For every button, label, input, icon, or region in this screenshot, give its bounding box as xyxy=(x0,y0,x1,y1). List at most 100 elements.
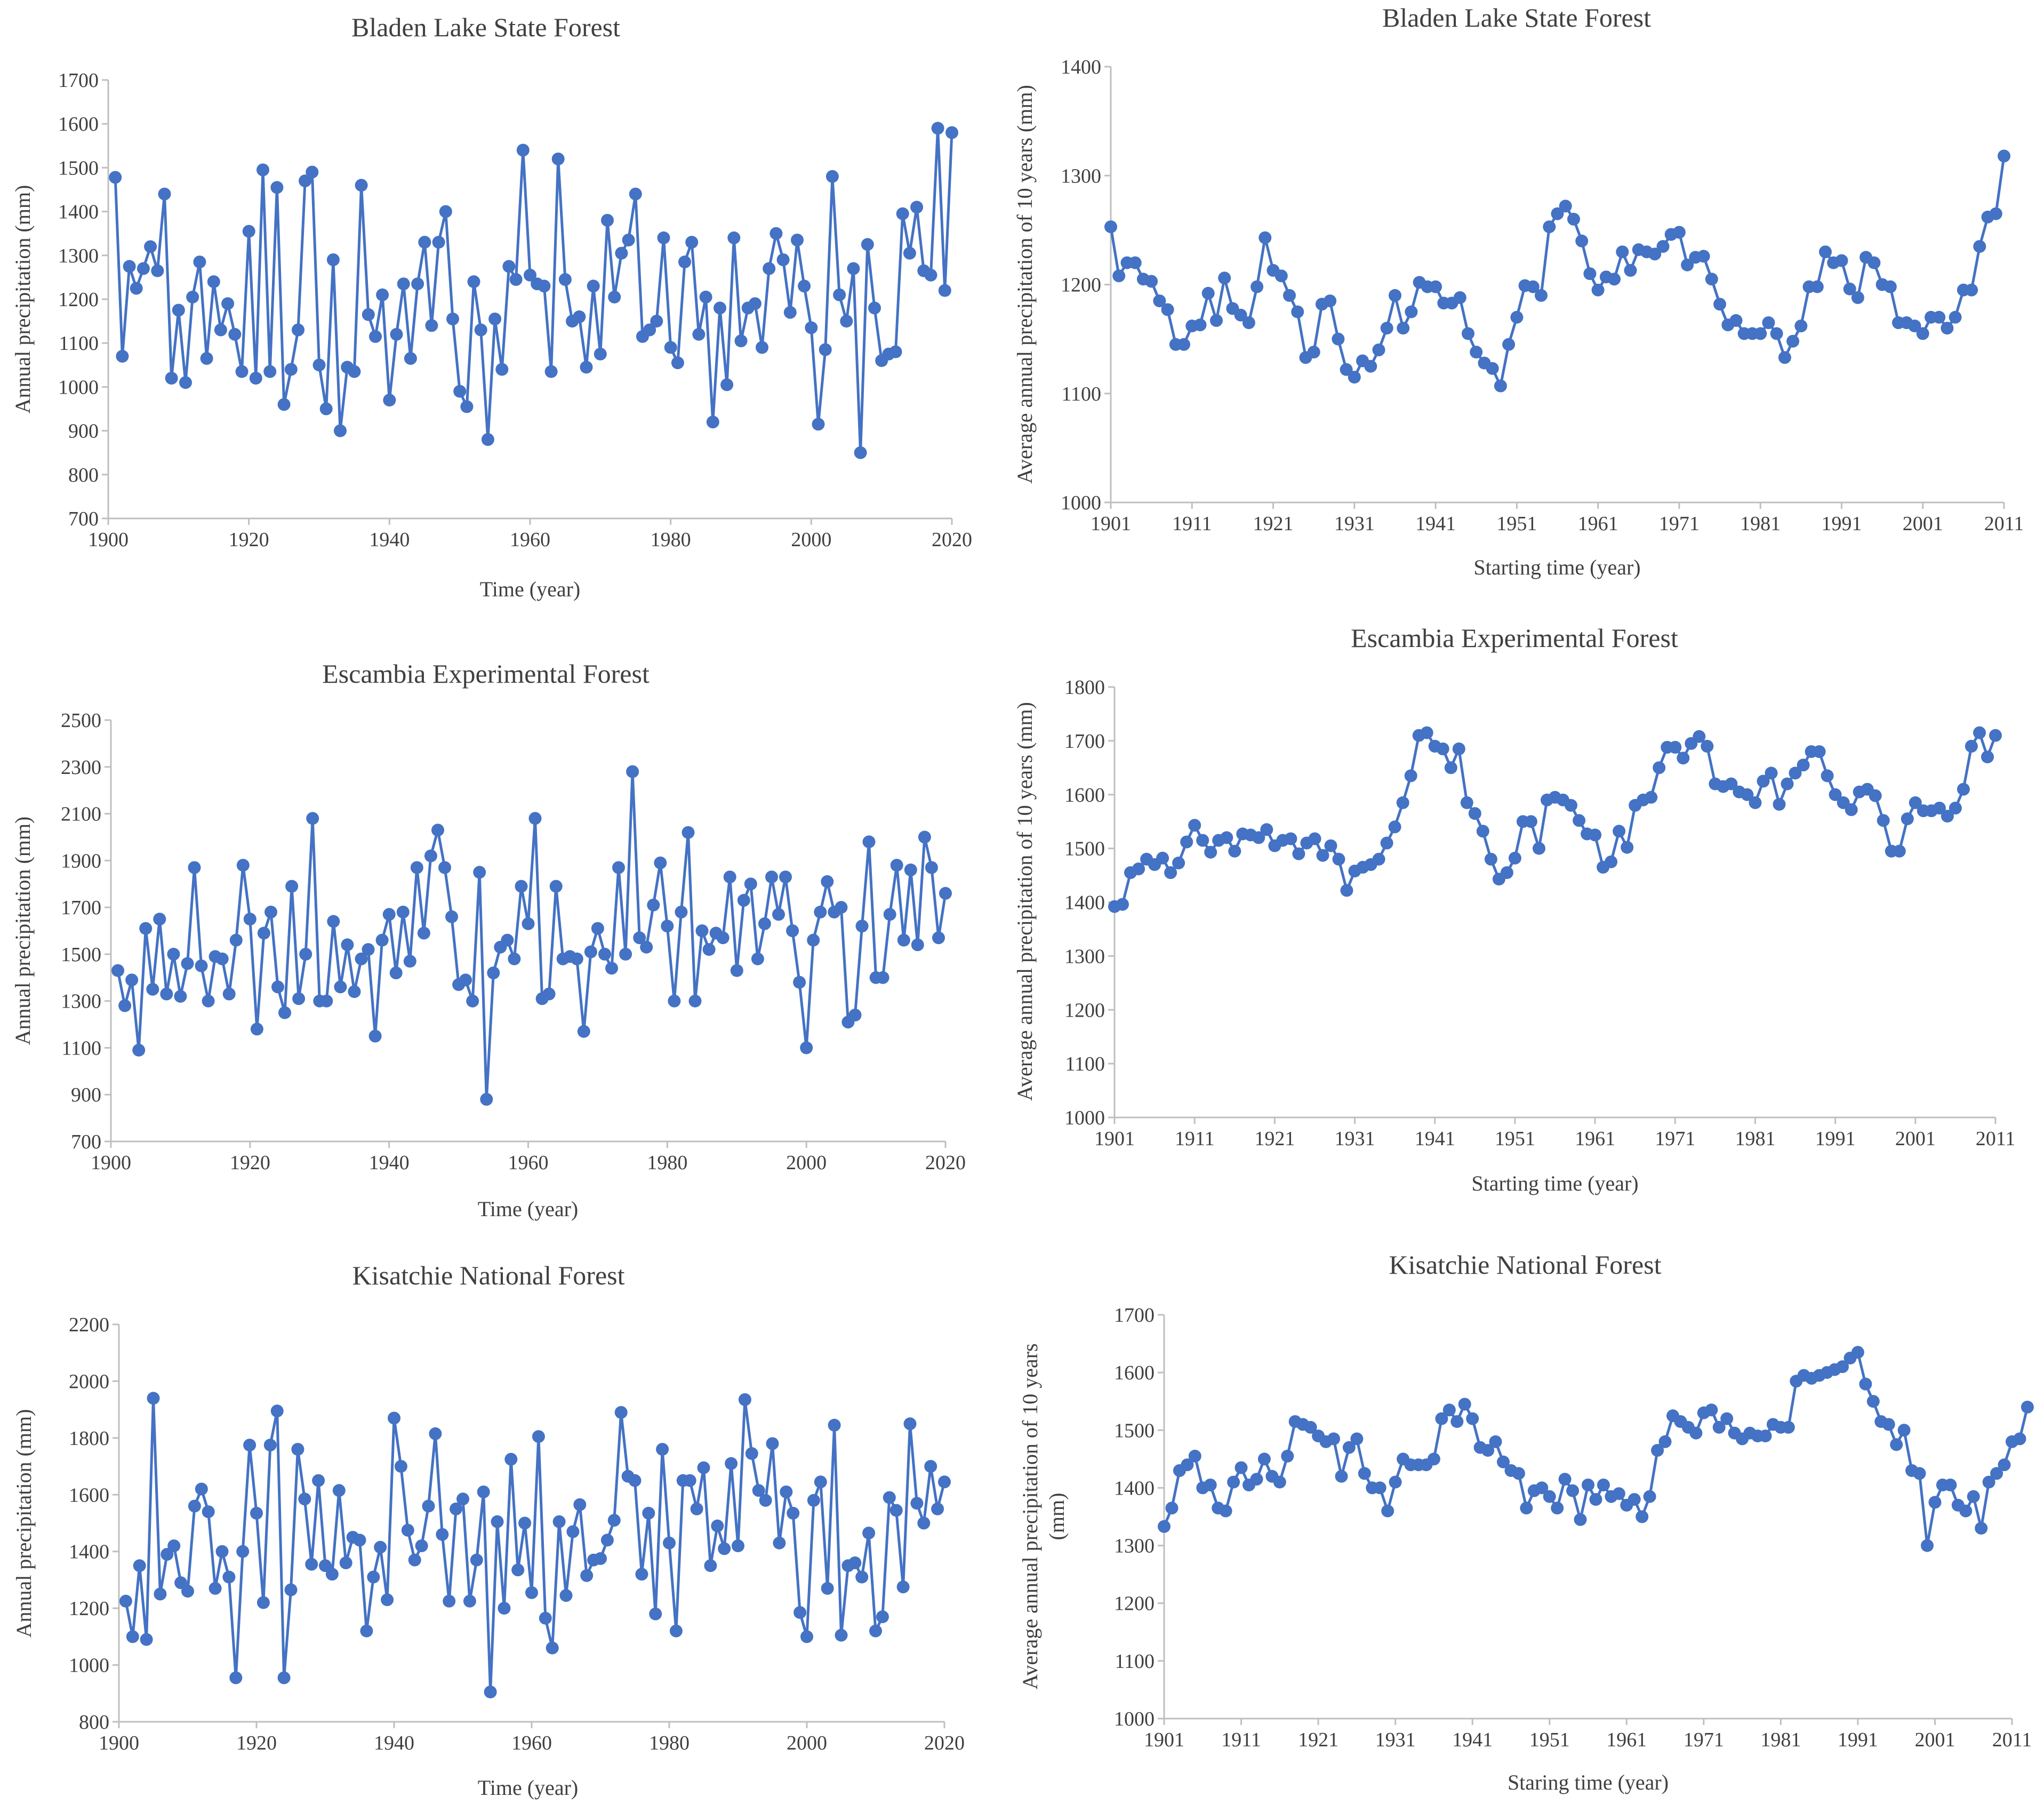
data-point xyxy=(181,957,194,970)
data-point xyxy=(1851,291,1864,304)
data-point xyxy=(1589,828,1602,842)
data-point xyxy=(1829,788,1842,801)
data-point xyxy=(299,947,312,961)
data-point xyxy=(704,1559,717,1572)
data-point xyxy=(2013,1432,2026,1445)
data-point xyxy=(738,1393,751,1406)
y-tick-label: 2100 xyxy=(61,803,101,826)
data-point xyxy=(408,1553,421,1567)
data-point xyxy=(793,1606,807,1619)
data-point xyxy=(516,143,530,157)
data-point xyxy=(1484,852,1497,866)
data-point xyxy=(147,1392,160,1405)
data-point xyxy=(600,1534,614,1547)
data-point xyxy=(1975,1522,1988,1535)
data-point xyxy=(1582,1479,1594,1491)
data-point xyxy=(748,297,762,310)
data-point xyxy=(326,253,340,266)
data-point xyxy=(1773,797,1786,811)
x-tick-label: 1911 xyxy=(1175,1128,1215,1150)
data-point xyxy=(319,1559,332,1572)
data-point xyxy=(473,866,486,879)
data-point xyxy=(221,297,235,310)
data-point xyxy=(474,323,487,337)
data-point xyxy=(847,262,860,275)
y-tick-label: 1400 xyxy=(58,201,99,223)
chart-title: Kisatchie National Forest xyxy=(352,1260,625,1290)
series-line xyxy=(1109,156,2006,387)
data-point xyxy=(410,861,423,874)
data-point xyxy=(730,964,743,977)
y-tick-label: 900 xyxy=(68,420,99,443)
data-point xyxy=(432,236,445,249)
data-point xyxy=(1388,820,1401,834)
data-point xyxy=(284,1583,298,1596)
data-point xyxy=(403,955,416,968)
data-point xyxy=(1624,263,1637,277)
chart-title: Escambia Experimental Forest xyxy=(322,659,650,689)
data-point xyxy=(1658,1435,1672,1448)
y-tick-label: 1300 xyxy=(58,245,99,267)
data-point xyxy=(695,924,709,937)
data-point xyxy=(814,1475,827,1489)
data-point xyxy=(608,290,621,304)
data-point xyxy=(417,927,430,940)
data-point xyxy=(383,394,396,407)
data-point xyxy=(362,943,375,956)
x-tick-label: 1980 xyxy=(649,1732,690,1754)
series-line xyxy=(124,1396,946,1694)
data-point xyxy=(411,277,424,291)
x-tick-label: 1960 xyxy=(508,1152,549,1174)
data-point xyxy=(1500,866,1513,879)
data-point xyxy=(1396,796,1409,809)
data-point xyxy=(656,1443,669,1456)
chart-title: Escambia Experimental Forest xyxy=(1351,623,1678,653)
data-point xyxy=(222,987,236,1001)
data-point xyxy=(862,835,876,849)
data-point xyxy=(1836,1360,1849,1373)
data-point xyxy=(250,1506,263,1520)
data-point xyxy=(910,201,924,214)
data-point xyxy=(629,187,642,201)
data-point xyxy=(577,1025,590,1038)
data-point xyxy=(931,1502,944,1515)
data-point xyxy=(1821,769,1834,782)
data-point xyxy=(759,1493,772,1507)
x-tick-label: 1960 xyxy=(510,529,550,551)
data-point xyxy=(1551,1501,1564,1515)
data-point xyxy=(1608,273,1621,286)
data-point xyxy=(889,345,902,358)
x-tick-label: 1991 xyxy=(1838,1729,1878,1751)
data-point xyxy=(1204,1479,1217,1491)
x-tick-label: 1991 xyxy=(1815,1128,1856,1150)
data-point xyxy=(1701,740,1714,753)
data-point xyxy=(491,1515,504,1528)
data-point xyxy=(1957,782,1970,796)
data-point xyxy=(1843,282,1856,295)
data-point xyxy=(160,987,173,1001)
data-point xyxy=(720,378,734,392)
data-point xyxy=(1372,344,1385,356)
data-point xyxy=(292,323,304,337)
data-point xyxy=(1653,761,1666,774)
data-point xyxy=(278,1006,291,1019)
data-point xyxy=(854,446,867,459)
data-point xyxy=(699,290,712,304)
data-point xyxy=(334,424,347,437)
y-tick-label: 1700 xyxy=(1064,730,1105,753)
data-point xyxy=(1866,1395,1880,1408)
x-tick-label: 1971 xyxy=(1655,1128,1695,1150)
data-point xyxy=(1526,280,1540,293)
data-point xyxy=(1613,825,1626,838)
data-point xyxy=(1381,1504,1394,1518)
series-line xyxy=(1114,731,1997,908)
data-point xyxy=(126,1630,139,1643)
data-point xyxy=(243,1439,256,1452)
data-point xyxy=(306,812,319,825)
x-tick-label: 1961 xyxy=(1578,513,1618,535)
x-tick-label: 1921 xyxy=(1298,1729,1338,1751)
data-point xyxy=(277,398,291,411)
y-tick-label: 1800 xyxy=(69,1427,109,1450)
y-tick-label: 1100 xyxy=(1061,383,1101,405)
data-point xyxy=(119,1594,132,1608)
